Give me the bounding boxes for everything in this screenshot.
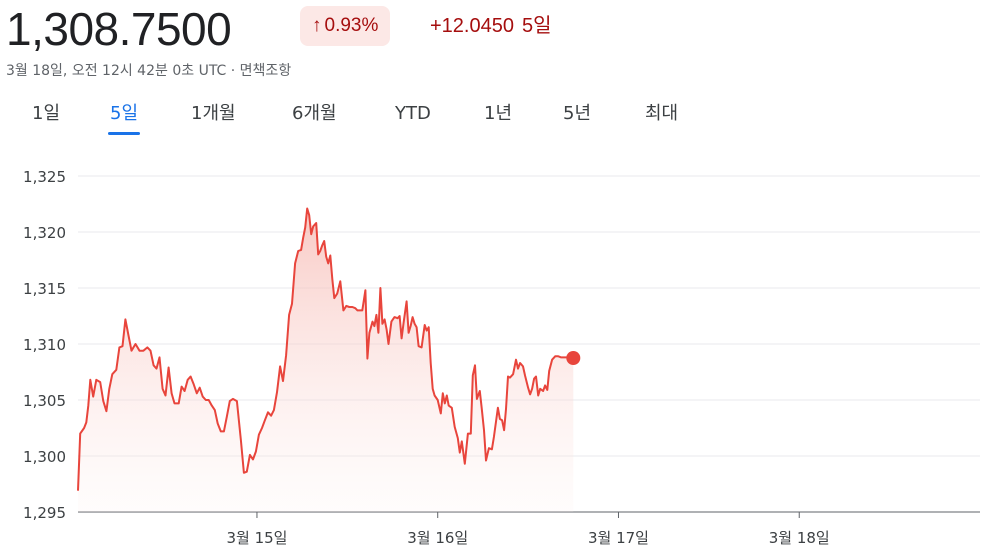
- tab-5d[interactable]: 5일: [107, 96, 141, 135]
- y-tick-label: 1,310: [23, 336, 66, 354]
- percent-change: 0.93%: [324, 15, 379, 36]
- tab-1m[interactable]: 1개월: [191, 103, 236, 124]
- absolute-change-group: +12.0450 5일: [430, 6, 560, 46]
- series-line: [77, 207, 574, 491]
- y-tick-label: 1,325: [23, 168, 66, 186]
- absolute-change: +12.0450: [430, 15, 514, 37]
- y-tick-label: 1,305: [23, 392, 66, 410]
- y-axis-labels: 1,295 1,300 1,305 1,310 1,315 1,320 1,325: [23, 168, 66, 522]
- x-tick-label: 3월 18일: [769, 529, 830, 547]
- y-tick-label: 1,300: [23, 448, 66, 466]
- y-tick-label: 1,295: [23, 504, 66, 522]
- tab-max[interactable]: 최대: [645, 103, 679, 124]
- y-tick-label: 1,320: [23, 224, 66, 242]
- x-axis: 3월 15일 3월 16일 3월 17일 3월 18일: [226, 512, 830, 547]
- x-tick-label: 3월 15일: [226, 529, 287, 547]
- period-label: 5일: [521, 15, 552, 37]
- price-chart[interactable]: 1,295 1,300 1,305 1,310 1,315 1,320 1,325 3월 1…: [0, 150, 988, 551]
- tab-1d[interactable]: 1일: [32, 103, 61, 124]
- tab-ytd[interactable]: YTD: [395, 103, 431, 124]
- x-tick-label: 3월 16일: [407, 529, 468, 547]
- x-tick-label: 3월 17일: [588, 529, 649, 547]
- range-tabs: 1일 5일 1개월 6개월 YTD 1년 5년 최대: [0, 96, 988, 136]
- current-price: 1,308.7500: [6, 3, 232, 55]
- last-point-marker: [566, 351, 581, 365]
- series-area: [78, 208, 574, 512]
- chart-svg: 1,295 1,300 1,305 1,310 1,315 1,320 1,325 3월 1…: [23, 168, 980, 547]
- percent-change-badge: ↑ 0.93%: [300, 6, 391, 46]
- arrow-up-icon: ↑: [312, 15, 322, 36]
- tab-6m[interactable]: 6개월: [292, 103, 337, 124]
- timestamp-disclaimer: 3월 18일, 오전 12시 42분 0초 UTC · 면책조항: [6, 63, 292, 79]
- tab-5y[interactable]: 5년: [563, 103, 592, 124]
- tab-1y[interactable]: 1년: [484, 103, 513, 124]
- y-tick-label: 1,315: [23, 280, 66, 298]
